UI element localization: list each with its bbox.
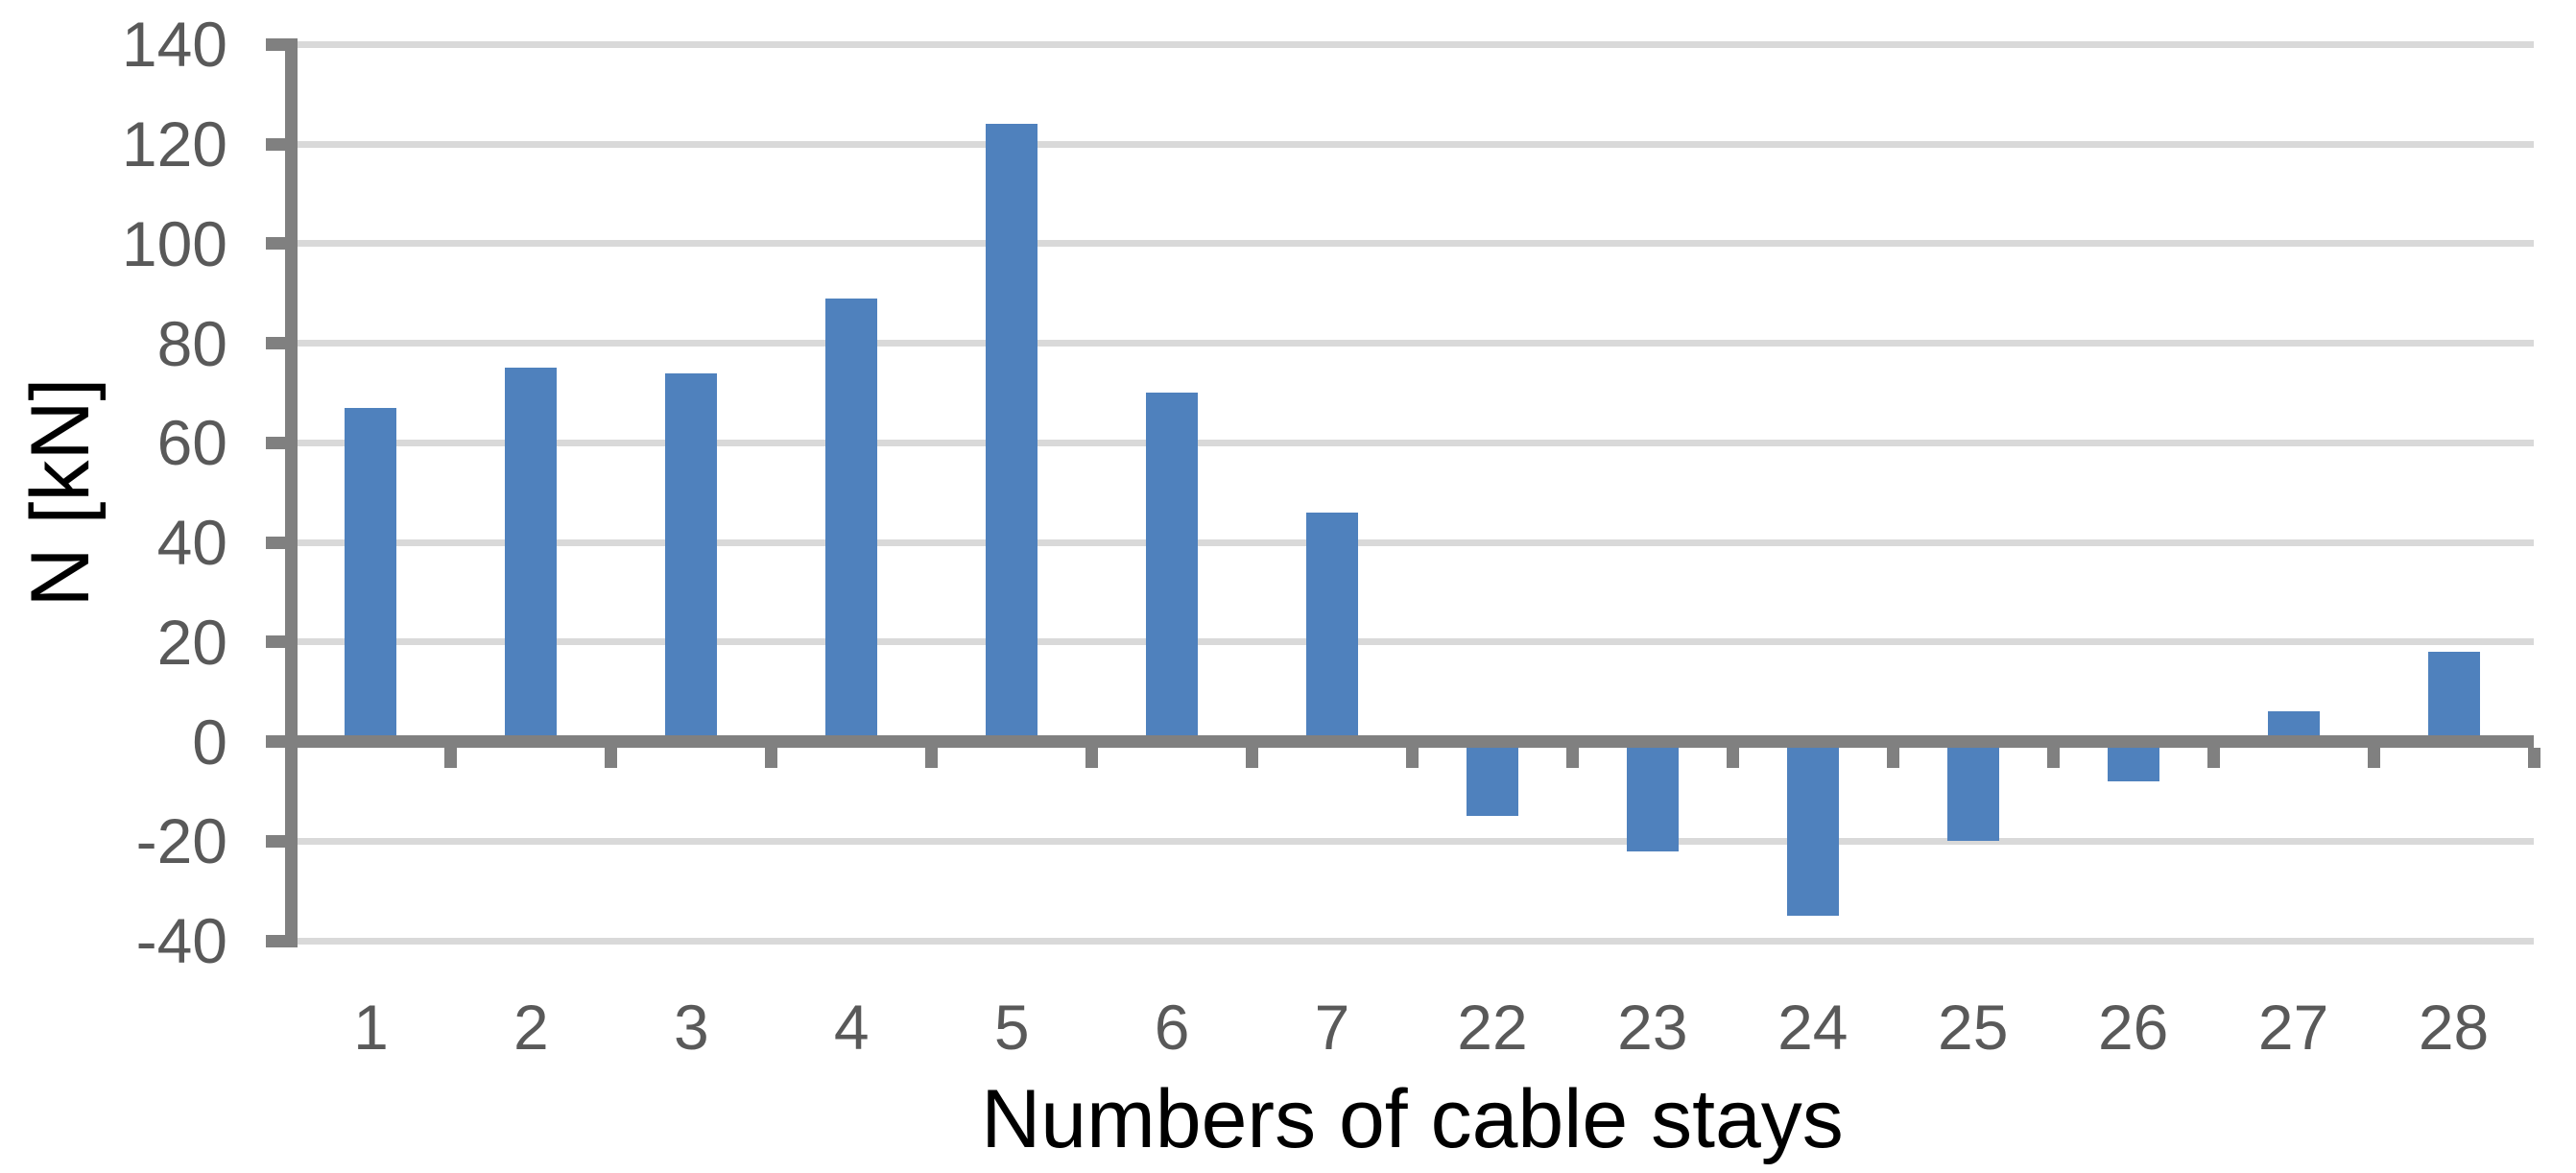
bar-category-23	[1626, 741, 1679, 851]
y-tick-label-100: 100	[121, 207, 227, 279]
x-boundary-tick-14	[2527, 748, 2540, 768]
x-boundary-tick-9	[1726, 748, 1739, 768]
x-tick-label-4: 4	[833, 992, 870, 1063]
y-tick-mark-120	[266, 137, 285, 151]
y-tick-mark-40	[266, 536, 285, 549]
x-boundary-tick-2	[605, 748, 618, 768]
x-axis-zero-line	[284, 735, 2534, 748]
bar-category-3	[665, 372, 718, 742]
bar-category-6	[1146, 393, 1199, 742]
y-tick-label--20: -20	[135, 805, 227, 877]
x-tick-label-23: 23	[1617, 992, 1688, 1063]
x-tick-label-1: 1	[353, 992, 389, 1063]
y-tick-mark-20	[266, 635, 285, 649]
gridline-y-40	[298, 539, 2534, 546]
y-tick-label-60: 60	[156, 407, 227, 479]
x-tick-label-26: 26	[2097, 992, 2169, 1063]
gridline-y-140	[298, 40, 2534, 48]
x-boundary-tick-5	[1085, 748, 1099, 768]
bar-category-28	[2427, 652, 2480, 742]
x-boundary-tick-6	[1246, 748, 1259, 768]
y-tick-label-120: 120	[121, 108, 227, 180]
x-boundary-tick-11	[2046, 748, 2060, 768]
x-boundary-tick-4	[925, 748, 939, 768]
bar-category-5	[986, 124, 1038, 742]
gridline-y-100	[298, 240, 2534, 248]
x-boundary-tick-12	[2206, 748, 2220, 768]
x-tick-label-24: 24	[1777, 992, 1849, 1063]
y-tick-label-40: 40	[156, 507, 227, 578]
y-tick-label-20: 20	[156, 606, 227, 678]
y-tick-mark-0	[266, 735, 285, 748]
y-tick-mark-140	[266, 37, 285, 51]
bar-category-22	[1466, 741, 1518, 817]
y-tick-mark-80	[266, 337, 285, 349]
x-boundary-tick-7	[1406, 748, 1419, 768]
gridline-y-80	[298, 340, 2534, 347]
y-tick-mark-60	[266, 436, 285, 449]
x-tick-label-3: 3	[673, 992, 709, 1063]
gridline-y-120	[298, 140, 2534, 148]
y-axis-line	[284, 37, 298, 947]
y-tick-label-140: 140	[121, 9, 227, 81]
y-tick-mark--40	[266, 934, 285, 947]
y-tick-label--40: -40	[135, 905, 227, 976]
x-tick-label-7: 7	[1314, 992, 1350, 1063]
bar-category-1	[345, 407, 397, 742]
bar-category-24	[1786, 741, 1839, 917]
gridline-y--40	[298, 937, 2534, 945]
x-tick-label-22: 22	[1457, 992, 1528, 1063]
x-tick-label-28: 28	[2418, 992, 2490, 1063]
bar-category-26	[2107, 741, 2159, 781]
y-tick-mark-100	[266, 237, 285, 251]
bar-category-2	[505, 368, 558, 742]
x-boundary-tick-10	[1886, 748, 1899, 768]
bar-category-25	[1946, 741, 1999, 842]
x-tick-label-27: 27	[2257, 992, 2329, 1063]
x-tick-label-5: 5	[993, 992, 1030, 1063]
y-tick-mark--20	[266, 834, 285, 848]
x-tick-label-2: 2	[513, 992, 549, 1063]
bar-category-4	[825, 298, 878, 742]
gridline-y-20	[298, 638, 2534, 646]
x-axis-title: Numbers of cable stays	[981, 1073, 1844, 1165]
x-tick-label-6: 6	[1154, 992, 1190, 1063]
y-tick-label-0: 0	[192, 706, 227, 778]
x-boundary-tick-1	[444, 748, 458, 768]
x-boundary-tick-13	[2367, 748, 2380, 768]
y-tick-label-80: 80	[156, 307, 227, 379]
bar-category-7	[1306, 512, 1359, 742]
gridline-y--20	[298, 837, 2534, 845]
x-boundary-tick-3	[765, 748, 778, 768]
x-boundary-tick-8	[1565, 748, 1579, 768]
x-tick-label-25: 25	[1938, 992, 2009, 1063]
gridline-y-60	[298, 439, 2534, 446]
